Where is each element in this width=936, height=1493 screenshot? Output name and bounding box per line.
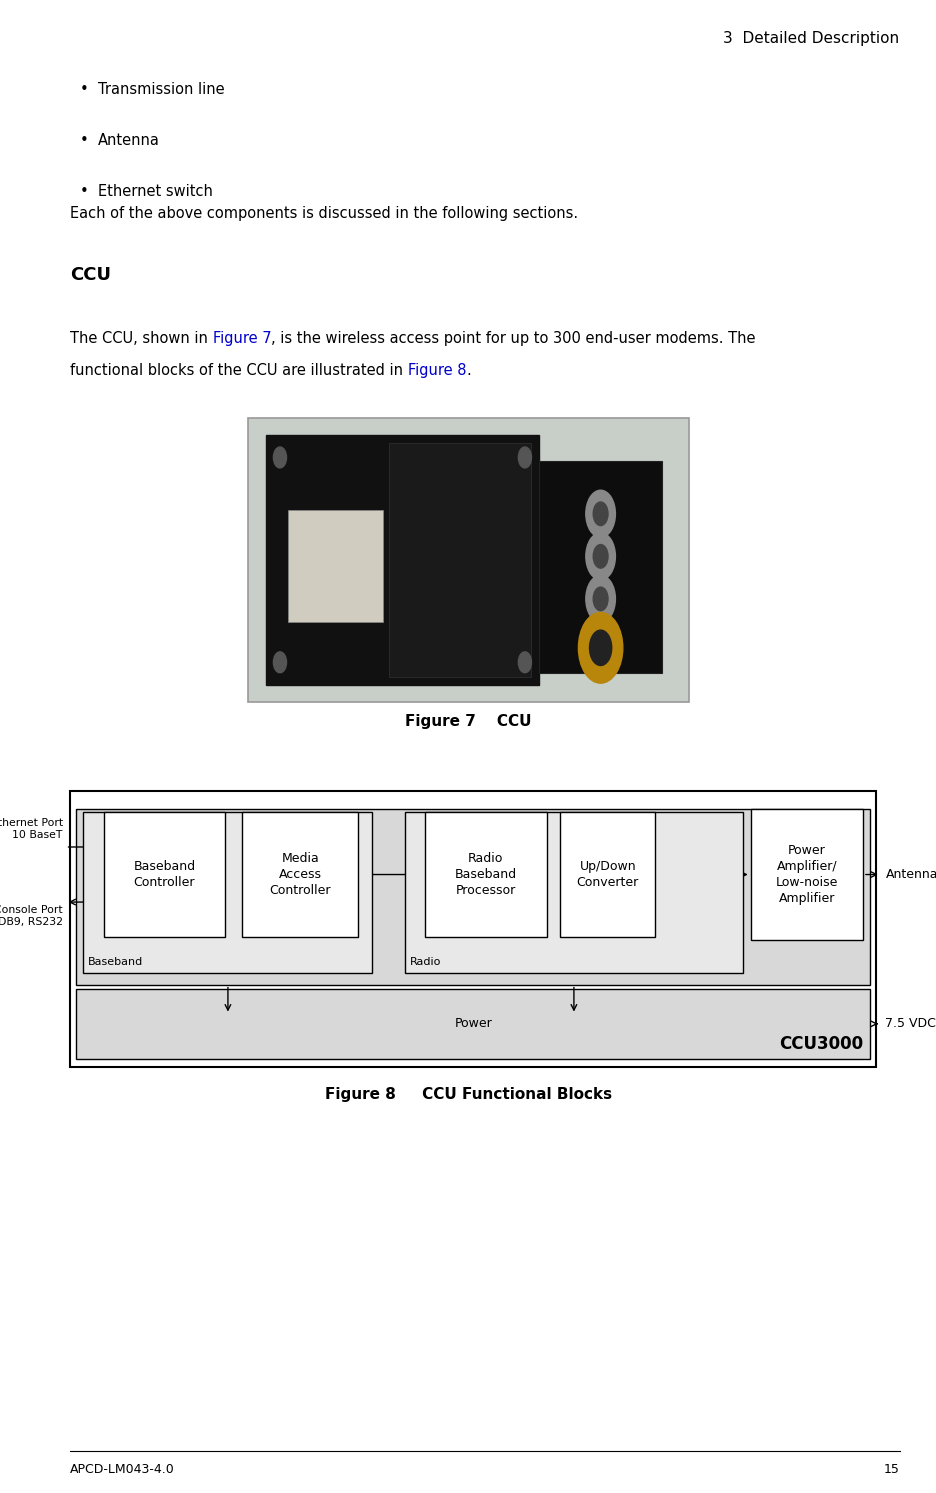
- Text: APCD-LM043-4.0: APCD-LM043-4.0: [70, 1463, 175, 1477]
- Circle shape: [589, 630, 611, 666]
- Circle shape: [518, 652, 531, 673]
- FancyBboxPatch shape: [248, 418, 688, 702]
- Text: 15: 15: [883, 1463, 899, 1477]
- Text: 3  Detailed Description: 3 Detailed Description: [723, 31, 899, 46]
- Text: Ethernet Port
10 BaseT: Ethernet Port 10 BaseT: [0, 818, 63, 839]
- Text: Baseband
Controller: Baseband Controller: [133, 860, 196, 888]
- Circle shape: [592, 545, 607, 569]
- Text: Figure 7    CCU: Figure 7 CCU: [404, 714, 532, 729]
- Text: Figure 8     CCU Functional Blocks: Figure 8 CCU Functional Blocks: [325, 1087, 611, 1102]
- Text: The CCU, shown in: The CCU, shown in: [70, 331, 212, 346]
- Text: Antenna: Antenna: [98, 133, 160, 148]
- Circle shape: [592, 587, 607, 611]
- Text: •: •: [80, 133, 89, 148]
- Text: Figure 7: Figure 7: [212, 331, 271, 346]
- Circle shape: [273, 652, 286, 673]
- Text: Ethernet switch: Ethernet switch: [98, 184, 213, 199]
- FancyBboxPatch shape: [104, 812, 225, 938]
- Circle shape: [592, 502, 607, 526]
- Text: Figure 8: Figure 8: [407, 363, 466, 378]
- Text: , is the wireless access point for up to 300 end-user modems. The: , is the wireless access point for up to…: [271, 331, 755, 346]
- Text: Up/Down
Converter: Up/Down Converter: [576, 860, 638, 888]
- FancyBboxPatch shape: [750, 809, 862, 941]
- Text: CCU3000: CCU3000: [778, 1035, 862, 1053]
- Text: •: •: [80, 184, 89, 199]
- Text: CCU: CCU: [70, 266, 111, 284]
- Text: Radio
Baseband
Processor: Radio Baseband Processor: [454, 853, 517, 897]
- FancyBboxPatch shape: [70, 791, 875, 1067]
- Circle shape: [585, 533, 615, 579]
- Circle shape: [585, 490, 615, 537]
- FancyBboxPatch shape: [76, 990, 870, 1059]
- FancyBboxPatch shape: [76, 809, 870, 985]
- FancyBboxPatch shape: [560, 812, 654, 938]
- Circle shape: [585, 575, 615, 623]
- FancyBboxPatch shape: [388, 442, 530, 678]
- Text: Transmission line: Transmission line: [98, 82, 225, 97]
- Text: Baseband: Baseband: [88, 957, 143, 967]
- Text: Antenna: Antenna: [885, 867, 936, 881]
- Text: Console Port
DB9, RS232: Console Port DB9, RS232: [0, 905, 63, 927]
- FancyBboxPatch shape: [266, 434, 538, 685]
- Text: Power
Amplifier/
Low-noise
Amplifier: Power Amplifier/ Low-noise Amplifier: [775, 844, 837, 905]
- FancyBboxPatch shape: [287, 511, 383, 623]
- FancyBboxPatch shape: [425, 812, 547, 938]
- Text: •: •: [80, 82, 89, 97]
- Text: Radio: Radio: [409, 957, 440, 967]
- Circle shape: [578, 612, 622, 684]
- Circle shape: [518, 446, 531, 467]
- FancyBboxPatch shape: [83, 812, 372, 973]
- Text: 7.5 VDC: 7.5 VDC: [885, 1017, 935, 1030]
- Circle shape: [273, 446, 286, 467]
- Text: Media
Access
Controller: Media Access Controller: [270, 853, 330, 897]
- FancyBboxPatch shape: [242, 812, 358, 938]
- FancyBboxPatch shape: [538, 460, 662, 673]
- Text: functional blocks of the CCU are illustrated in: functional blocks of the CCU are illustr…: [70, 363, 407, 378]
- Text: Power: Power: [454, 1017, 491, 1030]
- Text: Each of the above components is discussed in the following sections.: Each of the above components is discusse…: [70, 206, 578, 221]
- FancyBboxPatch shape: [404, 812, 742, 973]
- Text: .: .: [466, 363, 471, 378]
